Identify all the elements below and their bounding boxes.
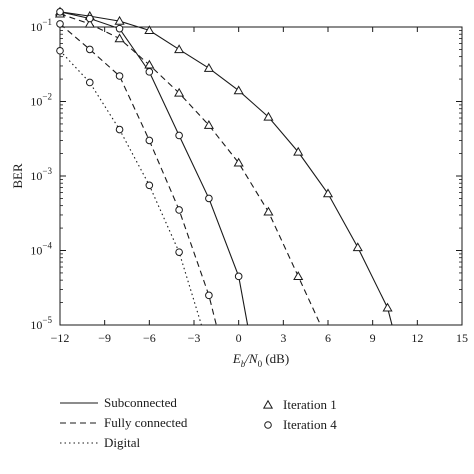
circle-marker — [145, 68, 154, 76]
triangle-marker — [84, 18, 95, 28]
circle-marker — [175, 131, 183, 140]
y-tick-label: 10−5 — [30, 315, 52, 332]
circle-marker — [56, 46, 64, 55]
circle-marker — [145, 181, 154, 190]
triangle-marker — [114, 15, 125, 25]
y-tick-label: 10−2 — [30, 92, 52, 109]
series-line — [59, 23, 217, 326]
series-line — [59, 50, 202, 326]
circle-marker — [175, 248, 183, 256]
x-tick-label: 9 — [370, 331, 376, 345]
plot-area: −12 −9 −6 −3 0 3 6 9 12 15 10−1 10−2 10−3 10−4 10−5 — [30, 6, 468, 345]
legend-line-label: Digital — [104, 435, 140, 450]
triangle-marker — [174, 87, 185, 97]
x-tick-label: 6 — [325, 331, 331, 345]
legend-marker-label: Iteration 4 — [283, 417, 337, 432]
y-axis-label: BER — [10, 163, 25, 189]
x-tick-label: 15 — [456, 331, 468, 345]
series-line — [59, 11, 249, 326]
series-line — [59, 11, 393, 326]
circle-marker — [115, 125, 124, 134]
y-tick-label: 10−3 — [30, 166, 52, 183]
triangle-marker — [293, 146, 304, 156]
circle-marker — [264, 421, 272, 429]
circle-marker — [56, 7, 64, 16]
triangle-marker — [174, 44, 185, 54]
x-tick-label: 0 — [236, 331, 242, 345]
triangle-marker — [352, 242, 363, 252]
triangle-marker — [233, 85, 244, 95]
triangle-marker — [144, 25, 155, 35]
circle-marker — [145, 136, 154, 145]
series-line — [59, 13, 322, 326]
triangle-marker — [203, 62, 214, 72]
x-tick-label: −6 — [143, 331, 156, 345]
triangle-marker — [144, 59, 155, 69]
circle-marker — [85, 45, 94, 54]
circle-marker — [175, 206, 183, 214]
circle-marker — [205, 194, 213, 203]
circle-marker — [234, 272, 243, 281]
plot-frame — [59, 26, 463, 326]
triangle-marker — [262, 399, 274, 409]
triangle-marker — [293, 271, 304, 280]
circle-marker — [56, 20, 64, 28]
x-axis-ticks: −12 −9 −6 −3 0 3 6 9 12 15 — [51, 27, 468, 345]
series-lines — [59, 11, 393, 326]
x-tick-label: 3 — [280, 331, 286, 345]
circle-marker — [85, 14, 94, 23]
triangle-marker — [263, 111, 274, 121]
triangle-marker — [203, 120, 214, 129]
legend: Subconnected Fully connected Digital Iterat… — [60, 395, 337, 450]
triangle-marker — [322, 188, 334, 198]
x-tick-label: −12 — [51, 331, 70, 345]
x-axis-label: Eb/N0 (dB) — [232, 351, 289, 369]
legend-marker-label: Iteration 1 — [283, 397, 337, 412]
legend-line-label: Fully connected — [104, 415, 188, 430]
y-tick-label: 10−4 — [30, 241, 52, 258]
circle-marker — [115, 24, 124, 33]
triangle-marker — [114, 33, 125, 43]
triangle-marker — [263, 206, 274, 216]
y-tick-label: 10−1 — [30, 17, 52, 34]
y-axis-ticks: 10−1 10−2 10−3 10−4 10−5 — [30, 17, 462, 332]
series-markers — [54, 6, 393, 312]
x-tick-label: −9 — [98, 331, 111, 345]
triangle-marker — [233, 157, 244, 167]
legend-line-label: Subconnected — [104, 395, 177, 410]
circle-marker — [85, 78, 94, 87]
x-tick-label: −3 — [188, 331, 201, 345]
x-tick-label: 12 — [411, 331, 423, 345]
triangle-marker — [382, 302, 393, 312]
circle-marker — [115, 72, 124, 80]
circle-marker — [205, 291, 213, 300]
